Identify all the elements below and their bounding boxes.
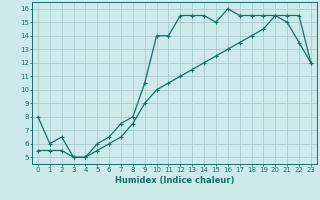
X-axis label: Humidex (Indice chaleur): Humidex (Indice chaleur) [115,176,234,185]
